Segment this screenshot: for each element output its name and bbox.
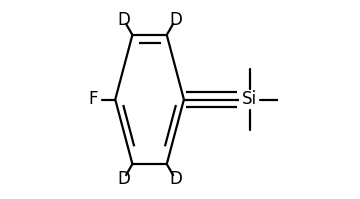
Text: Si: Si bbox=[242, 91, 257, 108]
Text: D: D bbox=[117, 11, 130, 29]
Text: D: D bbox=[117, 170, 130, 188]
Text: D: D bbox=[169, 11, 182, 29]
Text: D: D bbox=[169, 170, 182, 188]
Text: F: F bbox=[88, 91, 98, 108]
